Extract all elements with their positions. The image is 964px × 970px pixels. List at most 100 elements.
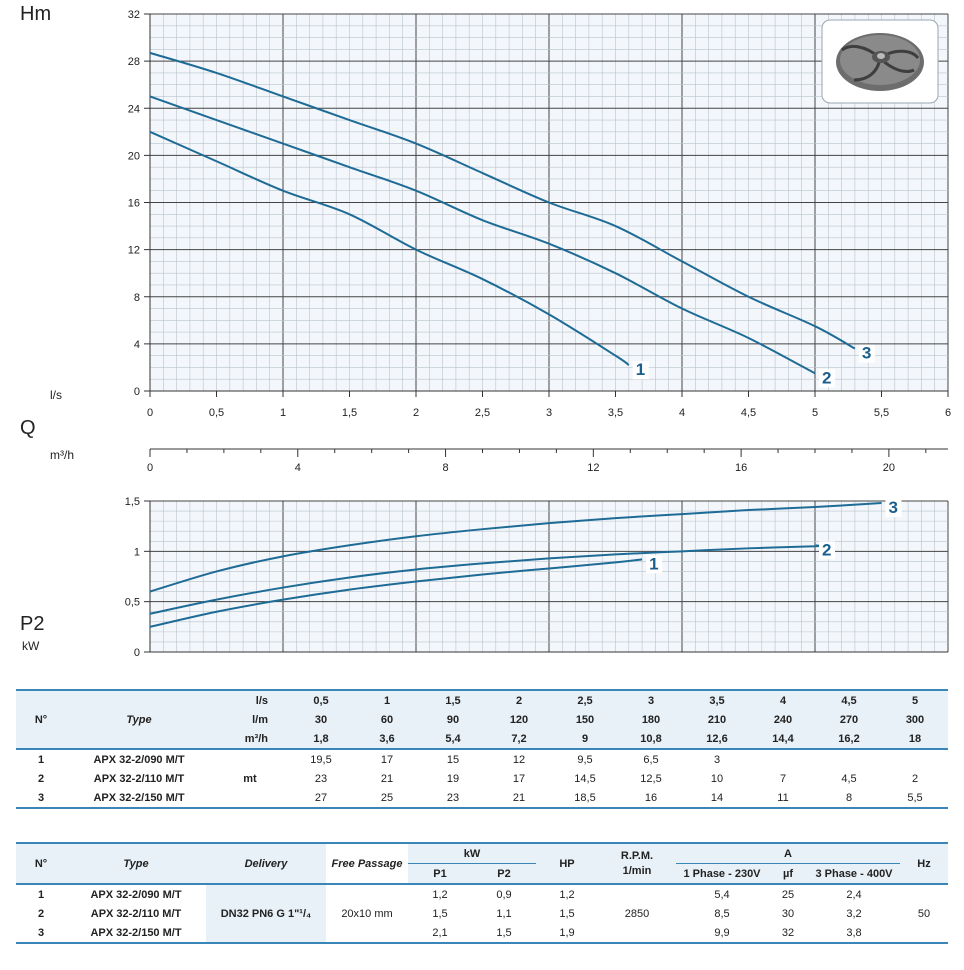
row-type: APX 32-2/110 M/T bbox=[93, 772, 185, 785]
row-type: APX 32-2/090 M/T bbox=[66, 883, 206, 904]
spec-h-kw: kW bbox=[408, 842, 536, 864]
curve-label-bg bbox=[858, 344, 875, 363]
row-no: 2 bbox=[37, 772, 45, 785]
perf-m3h: 1,8 bbox=[313, 732, 329, 745]
cell bbox=[816, 748, 882, 769]
cell: 23 bbox=[446, 791, 460, 804]
x-tick-label: 0,5 bbox=[209, 407, 224, 419]
perf-lm: 90 bbox=[446, 713, 460, 726]
cell: 27 bbox=[314, 791, 328, 804]
spec-rpm: 2850 bbox=[598, 883, 676, 943]
cell: 14,5 bbox=[574, 772, 596, 785]
cell: 19 bbox=[446, 772, 460, 785]
cell: 1,2 bbox=[536, 883, 598, 904]
x-tick-label: 6 bbox=[945, 407, 951, 419]
perf-lm: 210 bbox=[707, 713, 727, 726]
cell bbox=[750, 748, 816, 769]
perf-m3h: 14,4 bbox=[772, 732, 794, 745]
cell: 17 bbox=[512, 772, 526, 785]
row-type: APX 32-2/110 M/T bbox=[90, 907, 182, 920]
row-no: 3 bbox=[37, 791, 45, 804]
perf-m3h: 9 bbox=[581, 732, 589, 745]
cell: 1,5 bbox=[496, 926, 512, 939]
spec-h-delivery: Delivery bbox=[206, 842, 326, 884]
cell: 7 bbox=[779, 772, 787, 785]
perf-lm: 270 bbox=[839, 713, 859, 726]
cell: 12,5 bbox=[640, 772, 662, 785]
cell: 2,1 bbox=[432, 926, 448, 939]
curve-1 bbox=[149, 130, 630, 366]
perf-lm: 120 bbox=[509, 713, 529, 726]
perf-ls: 0,5 bbox=[288, 689, 354, 710]
spec-h-3phase: 3 Phase - 400V bbox=[808, 863, 900, 884]
table-row: 1 APX 32-2/090 M/T DN32 PN6 G 1"¹/₄ 20x1… bbox=[16, 883, 948, 943]
cell: 9,5 bbox=[552, 748, 618, 769]
m3h-tick-label: 8 bbox=[442, 462, 448, 474]
perf-ls: 1,5 bbox=[420, 689, 486, 710]
cell bbox=[882, 748, 948, 769]
x-tick-label: 5,5 bbox=[874, 407, 889, 419]
row-type: APX 32-2/150 M/T bbox=[93, 791, 185, 804]
y-tick-label: 16 bbox=[128, 198, 140, 210]
x-tick-label: 0 bbox=[147, 407, 153, 419]
cell: 16 bbox=[644, 791, 658, 804]
cell: 18,5 bbox=[574, 791, 596, 804]
x-tick-label: 2 bbox=[413, 407, 419, 419]
perf-h-lm: l/m bbox=[252, 713, 268, 726]
curve-label-bg bbox=[885, 499, 902, 518]
spec-hz: 50 bbox=[900, 883, 948, 943]
row-no: 3 bbox=[37, 926, 45, 939]
spec-h-passage: Free Passage bbox=[326, 842, 408, 884]
cell: 2 bbox=[911, 772, 919, 785]
kw-label: kW bbox=[22, 639, 40, 653]
cell: 23 bbox=[314, 772, 328, 785]
y-tick-label: 4 bbox=[134, 339, 140, 351]
cell: 5,5 bbox=[907, 791, 923, 804]
performance-table: N° Type l/s 0,5 1 1,5 2 2,5 3 3,5 4 4,5 … bbox=[16, 689, 948, 811]
cell: 15 bbox=[420, 748, 486, 769]
row-type: APX 32-2/090 M/T bbox=[66, 748, 212, 769]
cell: 3 bbox=[684, 748, 750, 769]
table-row: 3 APX 32-2/150 M/T 2,1 1,5 1,9 9,9 32 3,… bbox=[16, 923, 948, 943]
m3h-tick-label: 4 bbox=[295, 462, 301, 474]
y-tick-label: 20 bbox=[128, 150, 140, 162]
curve-label-2: 2 bbox=[822, 540, 831, 559]
perf-ls: 2 bbox=[486, 689, 552, 710]
perf-ls: 5 bbox=[882, 689, 948, 710]
cell: 2,4 bbox=[808, 883, 900, 904]
power-plot: 0 0,5 1 1,5 1 2 3 bbox=[125, 496, 949, 659]
m3h-tick-label: 16 bbox=[735, 462, 747, 474]
m3h-tick-label: 20 bbox=[883, 462, 895, 474]
spec-h-a: A bbox=[676, 842, 900, 864]
cell: 21 bbox=[512, 791, 526, 804]
curve-label-2: 2 bbox=[822, 368, 831, 387]
x-tick-label: 5 bbox=[812, 407, 818, 419]
ls-label: l/s bbox=[50, 388, 62, 402]
p2-label: P2 bbox=[20, 613, 44, 635]
cell: 11 bbox=[777, 791, 789, 804]
cell: 17 bbox=[354, 748, 420, 769]
m3h-tick-label: 0 bbox=[147, 462, 153, 474]
cell: 25 bbox=[380, 791, 394, 804]
perf-unit: mt bbox=[212, 748, 288, 808]
perf-h-no: N° bbox=[16, 689, 66, 749]
spec-h-hz: Hz bbox=[900, 842, 948, 884]
cell: 0,9 bbox=[472, 883, 536, 904]
row-no: 1 bbox=[16, 748, 66, 769]
y-tick-label: 1,5 bbox=[125, 496, 140, 508]
cell: 5,4 bbox=[676, 883, 768, 904]
spec-h-type: Type bbox=[66, 842, 206, 884]
y-tick-label: 28 bbox=[128, 56, 140, 68]
x-tick-label: 2,5 bbox=[475, 407, 490, 419]
curve-2 bbox=[149, 95, 816, 375]
curve-label-bg bbox=[819, 369, 835, 388]
y-tick-label: 32 bbox=[128, 9, 140, 21]
table-row: 2 APX 32-2/110 M/T 23 21 19 17 14,5 12,5… bbox=[16, 769, 948, 788]
cell: 30 bbox=[781, 907, 795, 920]
perf-ls: 4 bbox=[750, 689, 816, 710]
cell: 10 bbox=[710, 772, 724, 785]
curve-3 bbox=[149, 502, 882, 593]
perf-m3h: 18 bbox=[908, 732, 922, 745]
table-row: 3 APX 32-2/150 M/T 27 25 23 21 18,5 16 1… bbox=[16, 788, 948, 808]
